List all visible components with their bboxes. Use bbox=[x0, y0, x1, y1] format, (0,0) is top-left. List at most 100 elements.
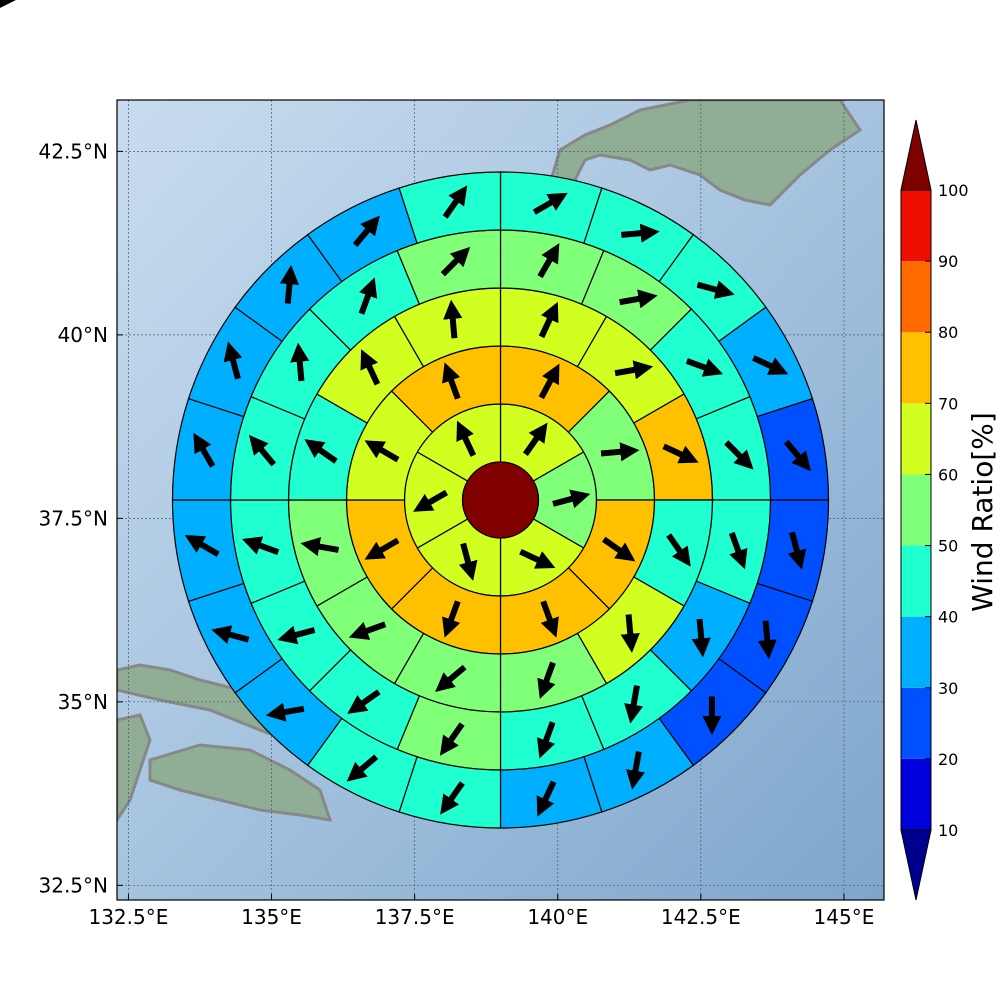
wind-ratio-rings bbox=[173, 172, 830, 829]
wind-arrow bbox=[277, 625, 316, 645]
wind-arrow bbox=[442, 600, 461, 638]
colorbar-tick-label: 100 bbox=[938, 181, 969, 200]
wind-arrow bbox=[662, 443, 699, 464]
wind-arrow bbox=[300, 537, 340, 557]
colorbar-band bbox=[901, 190, 931, 262]
y-tick-label: 32.5°N bbox=[39, 873, 109, 897]
wind-arrow bbox=[538, 363, 560, 400]
wind-arrow bbox=[783, 439, 811, 472]
colorbar-tick-label: 60 bbox=[938, 465, 958, 484]
wind-arrow bbox=[364, 440, 400, 463]
wind-arrow bbox=[532, 192, 568, 215]
wind-arrow bbox=[193, 432, 216, 468]
x-tick-label: 135°E bbox=[241, 905, 302, 929]
colorbar-band bbox=[901, 474, 931, 546]
land-hokkaido bbox=[546, 100, 863, 207]
colorbar-tick-label: 50 bbox=[938, 537, 958, 556]
wind-arrow bbox=[442, 362, 461, 400]
wind-arrow bbox=[536, 780, 557, 817]
axis-ticks: 132.5°E 135°E 137.5°E 140°E 142.5°E 145°E 42.5… bbox=[39, 139, 875, 929]
wind-arrow bbox=[666, 533, 691, 567]
wind-arrow bbox=[624, 685, 644, 724]
wind-arrow bbox=[211, 625, 250, 644]
wind-arrow bbox=[248, 434, 277, 467]
wind-arrow bbox=[440, 781, 465, 815]
wind-arrow bbox=[538, 301, 559, 339]
wind-arrow bbox=[347, 689, 381, 714]
wind-arrow bbox=[752, 355, 789, 375]
colorbar-tick-label: 90 bbox=[938, 252, 958, 271]
wind-direction-arrows bbox=[184, 185, 811, 817]
colorbar-tick-label: 80 bbox=[938, 323, 958, 342]
wind-arrow bbox=[443, 299, 463, 339]
wind-arrow bbox=[439, 722, 465, 756]
wind-arrow bbox=[442, 185, 468, 219]
colorbar-title: Wind Ratio[%] bbox=[966, 412, 999, 612]
wind-arrow bbox=[519, 548, 556, 569]
wind-arrow bbox=[620, 614, 640, 653]
wind-arrow bbox=[536, 721, 556, 759]
wind-arrow bbox=[626, 751, 645, 790]
wind-arrow bbox=[552, 489, 591, 509]
wind-arrow bbox=[621, 223, 660, 243]
x-tick-label: 145°E bbox=[814, 905, 875, 929]
wind-arrow bbox=[265, 702, 305, 722]
colorbar-band bbox=[901, 261, 931, 333]
colorbar-extend-max bbox=[900, 119, 932, 191]
colorbar-frame bbox=[900, 189, 932, 831]
colorbar-band bbox=[901, 403, 931, 475]
x-tick-label: 137.5°E bbox=[375, 905, 455, 929]
wind-arrow bbox=[223, 341, 243, 380]
wind-arrow bbox=[614, 360, 654, 380]
wind-arrow bbox=[601, 536, 636, 562]
wind-arrow bbox=[358, 277, 378, 315]
wind-arrow bbox=[290, 342, 310, 382]
wind-arrow bbox=[360, 349, 381, 386]
wind-arrow bbox=[346, 754, 379, 782]
wind-arrow bbox=[685, 358, 724, 377]
colorbar-tick-label: 40 bbox=[938, 608, 958, 627]
x-tick-label: 142.5°E bbox=[661, 905, 741, 929]
wind-arrow bbox=[728, 531, 748, 570]
y-tick-label: 40°N bbox=[58, 323, 108, 347]
colorbar-tick-label: 10 bbox=[938, 821, 958, 840]
colorbar: 10 20 30 40 50 60 70 80 90 100 Wind Ratio[%] bbox=[900, 119, 999, 901]
wind-arrow bbox=[352, 215, 380, 248]
wind-arrow bbox=[696, 280, 735, 299]
wind-arrow bbox=[304, 439, 338, 464]
wind-arrow bbox=[600, 442, 640, 462]
center-disc bbox=[461, 461, 540, 539]
wind-arrow bbox=[619, 289, 658, 309]
wind-arrow bbox=[440, 246, 471, 277]
x-tick-label: 132.5°E bbox=[88, 905, 168, 929]
colorbar-tick-label: 70 bbox=[938, 394, 958, 413]
wind-arrow bbox=[537, 661, 556, 699]
y-tick-label: 42.5°N bbox=[39, 139, 109, 163]
wind-arrow bbox=[540, 600, 559, 638]
wind-arrow bbox=[364, 537, 400, 560]
wind-arrow bbox=[724, 440, 754, 470]
land-kyushu bbox=[117, 713, 152, 823]
wind-arrow bbox=[413, 489, 448, 512]
y-tick-label: 35°N bbox=[58, 690, 108, 714]
y-tick-label: 37.5°N bbox=[39, 506, 109, 530]
colorbar-band bbox=[901, 616, 931, 688]
wind-arrow bbox=[435, 664, 467, 692]
wind-arrow bbox=[279, 265, 300, 304]
land-shikoku bbox=[148, 743, 333, 822]
wind-arrow bbox=[691, 618, 711, 658]
colorbar-tick-label: 30 bbox=[938, 679, 958, 698]
wind-arrow bbox=[787, 531, 807, 570]
x-tick-label: 140°E bbox=[527, 905, 588, 929]
wind-arrow bbox=[522, 422, 548, 456]
wind-arrow bbox=[757, 620, 777, 660]
map-frame bbox=[116, 99, 885, 901]
colorbar-band bbox=[901, 758, 931, 830]
wind-arrow bbox=[184, 534, 220, 557]
colorbar-band bbox=[901, 332, 931, 404]
wind-arrow bbox=[537, 243, 560, 279]
wind-arrow bbox=[348, 621, 387, 640]
colorbar-band bbox=[901, 687, 931, 759]
colorbar-extend-min bbox=[900, 829, 932, 901]
